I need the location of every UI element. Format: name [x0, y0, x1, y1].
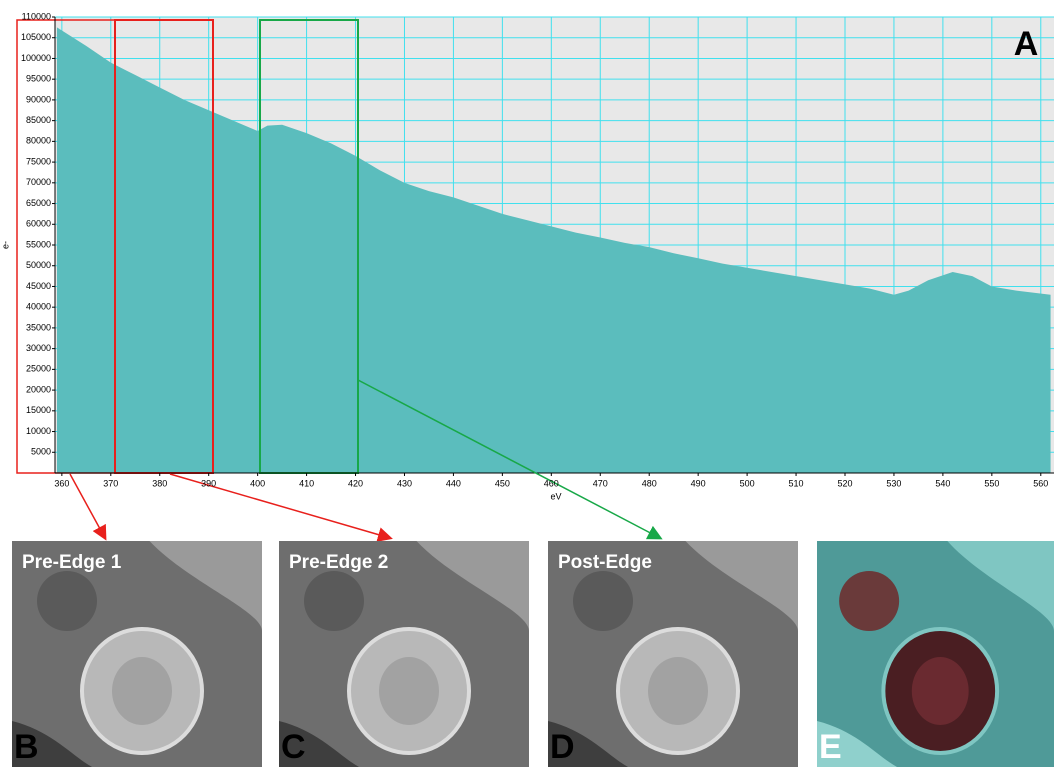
x-tick-label: 360 — [54, 478, 69, 488]
x-tick-label: 430 — [397, 478, 412, 488]
nucleus-texture — [912, 657, 969, 725]
y-tick-label: 35000 — [26, 322, 51, 332]
cell-region — [573, 571, 633, 631]
image-panel: Post-Edge D — [548, 541, 798, 767]
panel-title: Post-Edge — [558, 552, 652, 573]
cell-region — [37, 571, 97, 631]
image-panel: Pre-Edge 2 C — [279, 541, 529, 767]
y-tick-label: 65000 — [26, 198, 51, 208]
y-tick-label: 45000 — [26, 281, 51, 291]
x-axis-label: eV — [550, 491, 561, 501]
y-tick-label: 80000 — [26, 136, 51, 146]
y-tick-label: 25000 — [26, 364, 51, 374]
x-tick-label: 500 — [740, 478, 755, 488]
panel-label: D — [550, 728, 575, 766]
panel-label: C — [281, 728, 306, 766]
x-tick-label: 440 — [446, 478, 461, 488]
page: {"chart_data": {"type": "area", "x": [35… — [0, 0, 1054, 767]
y-tick-label: 40000 — [26, 302, 51, 312]
x-tick-label: 470 — [593, 478, 608, 488]
x-tick-label: 450 — [495, 478, 510, 488]
nucleus-texture — [112, 657, 172, 725]
y-tick-label: 15000 — [26, 405, 51, 415]
image-panel: Pre-Edge 1 B — [12, 541, 262, 767]
panel-title: Pre-Edge 2 — [289, 552, 388, 573]
panel-label: E — [819, 728, 842, 766]
y-tick-label: 50000 — [26, 260, 51, 270]
y-tick-label: 20000 — [26, 384, 51, 394]
y-tick-label: 90000 — [26, 94, 51, 104]
figure: eV e- A Pre-Edge 1 B Pre-Edge 2 C Post-Edge D… — [0, 0, 1054, 767]
x-tick-label: 390 — [201, 478, 216, 488]
arrow — [70, 474, 105, 538]
y-tick-label: 105000 — [21, 32, 51, 42]
image-panel: E — [817, 541, 1054, 767]
panel-label: A — [1014, 25, 1039, 63]
y-tick-label: 75000 — [26, 156, 51, 166]
y-tick-label: 95000 — [26, 74, 51, 84]
x-tick-label: 370 — [103, 478, 118, 488]
y-axis-label: e- — [0, 241, 10, 249]
panel-title: Pre-Edge 1 — [22, 552, 122, 573]
y-tick-label: 5000 — [31, 447, 51, 457]
y-tick-label: 30000 — [26, 343, 51, 353]
x-tick-label: 480 — [642, 478, 657, 488]
x-tick-label: 510 — [789, 478, 804, 488]
x-tick-label: 550 — [984, 478, 999, 488]
x-tick-label: 460 — [544, 478, 559, 488]
nucleus-texture — [379, 657, 439, 725]
y-tick-label: 55000 — [26, 239, 51, 249]
x-tick-label: 410 — [299, 478, 314, 488]
x-tick-label: 560 — [1033, 478, 1048, 488]
panel-label: B — [14, 728, 39, 766]
y-tick-label: 70000 — [26, 177, 51, 187]
x-tick-label: 520 — [837, 478, 852, 488]
y-tick-label: 100000 — [21, 53, 51, 63]
x-tick-label: 530 — [886, 478, 901, 488]
y-tick-label: 110000 — [22, 11, 51, 21]
x-tick-label: 420 — [348, 478, 363, 488]
x-tick-label: 380 — [152, 478, 167, 488]
x-tick-label: 490 — [691, 478, 706, 488]
y-tick-label: 10000 — [26, 426, 51, 436]
x-tick-label: 540 — [935, 478, 950, 488]
x-tick-label: 400 — [250, 478, 265, 488]
y-tick-label: 60000 — [26, 219, 51, 229]
cell-region — [839, 571, 899, 631]
nucleus-texture — [648, 657, 708, 725]
cell-region — [304, 571, 364, 631]
y-tick-label: 85000 — [26, 115, 51, 125]
